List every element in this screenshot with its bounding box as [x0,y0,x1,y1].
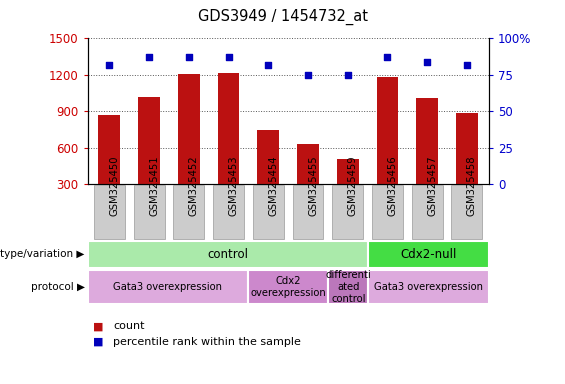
Point [423,59,432,65]
Bar [258,130,279,221]
FancyBboxPatch shape [372,185,403,239]
Text: Gata3 overexpression: Gata3 overexpression [114,282,222,292]
Point [383,54,392,60]
Bar [376,77,398,221]
Bar [178,74,200,221]
Bar [456,113,478,221]
Point [184,54,193,60]
FancyBboxPatch shape [332,185,363,239]
Text: GSM325455: GSM325455 [308,156,318,216]
FancyBboxPatch shape [253,185,284,239]
FancyBboxPatch shape [368,241,489,268]
Text: GSM325453: GSM325453 [229,156,238,216]
FancyBboxPatch shape [451,185,483,239]
Text: Cdx2
overexpression: Cdx2 overexpression [250,276,326,298]
FancyBboxPatch shape [368,270,489,304]
Text: genotype/variation ▶: genotype/variation ▶ [0,249,85,260]
Text: GSM325458: GSM325458 [467,156,477,216]
Text: differenti
ated
control: differenti ated control [325,270,371,304]
Bar [416,98,438,221]
Point [343,72,352,78]
FancyBboxPatch shape [293,185,324,239]
Text: Cdx2-null: Cdx2-null [401,248,457,261]
Text: ■: ■ [93,337,104,347]
Point [105,61,114,68]
FancyBboxPatch shape [328,270,368,304]
Text: GSM325456: GSM325456 [388,156,397,216]
FancyBboxPatch shape [88,270,248,304]
Point [303,72,312,78]
Bar [98,115,120,221]
Text: GSM325451: GSM325451 [149,156,159,216]
Point [224,54,233,60]
Point [264,61,273,68]
Text: control: control [207,248,249,261]
Text: count: count [113,321,145,331]
Bar [218,73,240,221]
Bar [337,159,359,221]
Bar [297,144,319,221]
Bar [138,97,160,221]
FancyBboxPatch shape [213,185,244,239]
FancyBboxPatch shape [248,270,328,304]
Text: percentile rank within the sample: percentile rank within the sample [113,337,301,347]
Text: GSM325452: GSM325452 [189,156,199,216]
Text: GSM325457: GSM325457 [427,156,437,216]
Text: ■: ■ [93,321,104,331]
FancyBboxPatch shape [88,241,368,268]
Text: GSM325450: GSM325450 [110,156,119,216]
FancyBboxPatch shape [173,185,205,239]
Point [145,54,154,60]
FancyBboxPatch shape [94,185,125,239]
FancyBboxPatch shape [134,185,164,239]
Text: GSM325459: GSM325459 [347,156,358,216]
Text: protocol ▶: protocol ▶ [31,282,85,292]
Text: Gata3 overexpression: Gata3 overexpression [374,282,483,292]
Text: GSM325454: GSM325454 [268,156,279,216]
FancyBboxPatch shape [412,185,442,239]
Text: GDS3949 / 1454732_at: GDS3949 / 1454732_at [198,9,367,25]
Point [462,61,471,68]
